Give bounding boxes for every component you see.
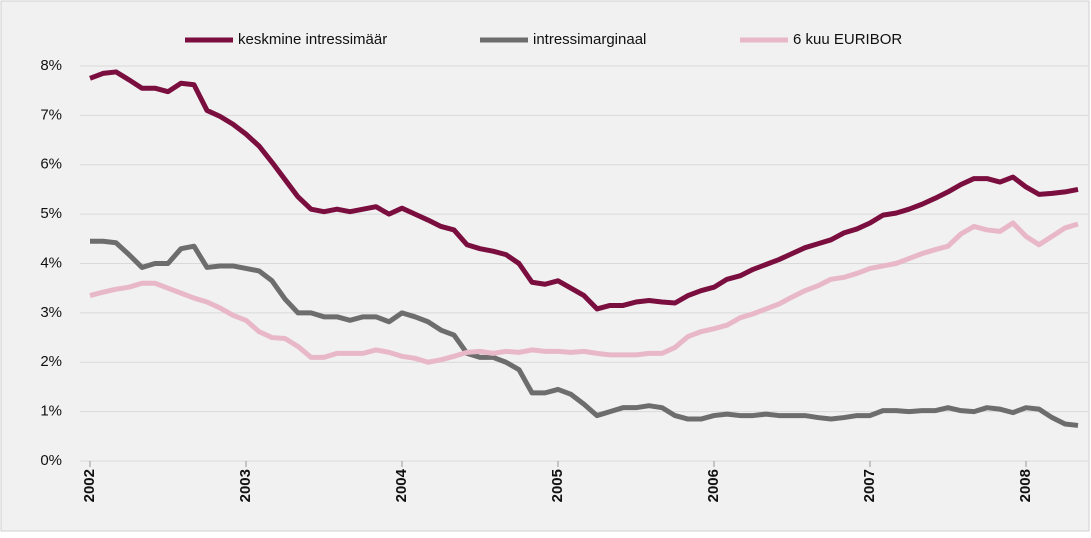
x-tick-label: 2008: [1017, 469, 1034, 502]
y-tick-label: 4%: [40, 254, 62, 271]
legend-label: 6 kuu EURIBOR: [793, 31, 902, 48]
y-tick-label: 3%: [40, 304, 62, 321]
y-tick-label: 6%: [40, 156, 62, 173]
x-tick-label: 2002: [81, 469, 98, 502]
x-tick-label: 2003: [237, 469, 254, 502]
series-line: [90, 238, 1079, 428]
x-tick-label: 2004: [393, 468, 410, 502]
x-tick-label: 2006: [705, 469, 722, 502]
series-line: [89, 220, 1079, 365]
x-tick-label: 2005: [549, 469, 566, 502]
series-line: [89, 69, 1079, 312]
legend-label: keskmine intressimäär: [238, 31, 387, 48]
y-tick-label: 7%: [40, 106, 62, 123]
legend-label: intressimarginaal: [533, 31, 646, 48]
y-tick-label: 5%: [40, 205, 62, 222]
y-tick-label: 0%: [40, 452, 62, 469]
x-tick-label: 2007: [861, 469, 878, 502]
y-tick-label: 2%: [40, 353, 62, 370]
y-tick-label: 8%: [40, 57, 62, 74]
y-tick-label: 1%: [40, 403, 62, 420]
